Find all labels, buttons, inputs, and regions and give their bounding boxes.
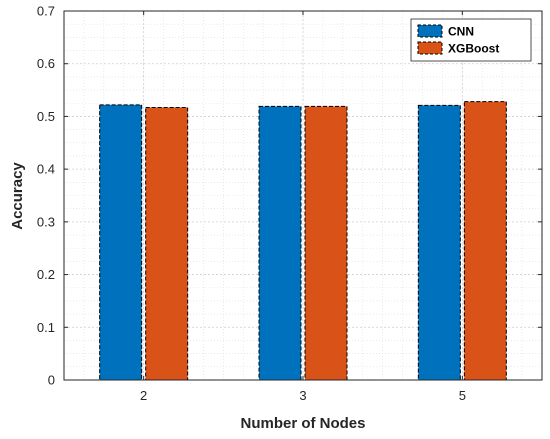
y-tick-label: 0: [48, 373, 55, 388]
major-grid: [64, 11, 542, 380]
legend-label-cnn: CNN: [448, 25, 474, 39]
x-tick-labels: 2 3 5: [140, 388, 466, 403]
y-tick-label: 0.1: [37, 320, 55, 335]
y-tick-label: 0.3: [37, 214, 55, 229]
legend-swatch-cnn: [417, 24, 443, 38]
bars: [99, 101, 507, 381]
legend-label-xgboost: XGBoost: [448, 42, 499, 56]
bar-xgboost-2: [145, 106, 189, 381]
legend-swatch-xgboost: [417, 41, 443, 55]
y-tick-label: 0.6: [37, 56, 55, 71]
ticks: [64, 10, 542, 381]
x-tick-label: 3: [299, 388, 306, 403]
bar-xgboost-3: [304, 105, 348, 381]
x-tick-label: 2: [140, 388, 147, 403]
bar-xgboost-5: [463, 101, 507, 381]
y-tick-labels: 0 0.1 0.2 0.3 0.4 0.5 0.6 0.7: [37, 4, 55, 388]
x-tick-label: 5: [459, 388, 466, 403]
y-tick-label: 0.2: [37, 267, 55, 282]
y-tick-label: 0.4: [37, 162, 55, 177]
y-tick-label: 0.5: [37, 109, 55, 124]
y-tick-label: 0.7: [37, 4, 55, 19]
bar-cnn-2: [99, 104, 143, 381]
y-axis-title: Accuracy: [9, 162, 26, 230]
bar-cnn-3: [258, 105, 302, 381]
x-axis-title: Number of Nodes: [240, 415, 365, 432]
legend: CNN XGBoost: [410, 18, 532, 62]
bar-cnn-5: [417, 104, 461, 381]
